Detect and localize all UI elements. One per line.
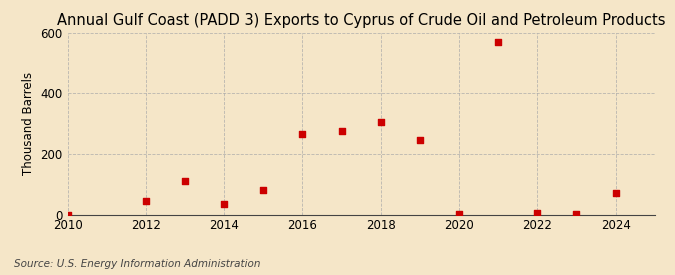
Point (532, 211, 543, 215)
Point (336, 129, 347, 134)
Point (610, 191, 621, 196)
Point (140, 199, 151, 204)
Point (258, 188, 269, 192)
Point (297, 132, 308, 137)
Point (62, 212, 73, 217)
Y-axis label: Thousand Barrels: Thousand Barrels (22, 72, 35, 175)
Point (414, 138, 425, 142)
Point (219, 201, 230, 206)
Point (454, 212, 464, 216)
Point (375, 120, 386, 124)
Point (493, 40, 504, 44)
Point (180, 179, 190, 183)
Point (571, 211, 582, 216)
Text: Source: U.S. Energy Information Administration: Source: U.S. Energy Information Administ… (14, 259, 260, 269)
Title: Annual Gulf Coast (PADD 3) Exports to Cyprus of Crude Oil and Petroleum Products: Annual Gulf Coast (PADD 3) Exports to Cy… (57, 13, 666, 28)
